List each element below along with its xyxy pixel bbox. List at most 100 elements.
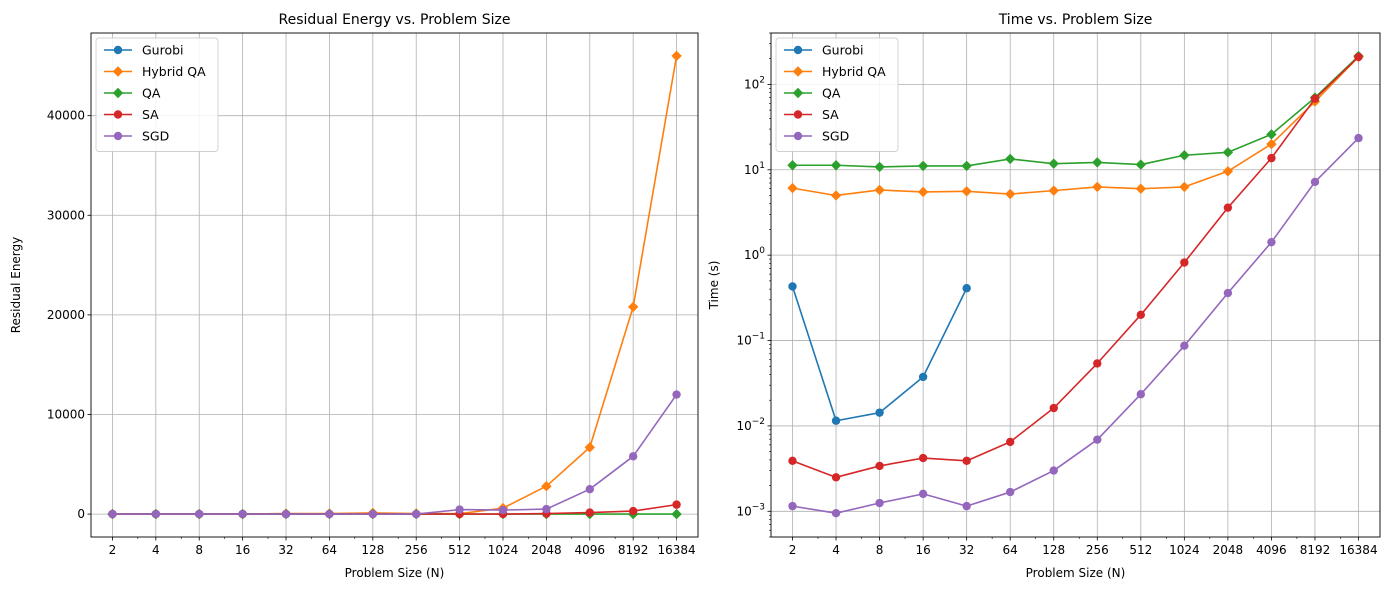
x-tick-label: 1024 (488, 543, 519, 557)
data-point-sgd (151, 509, 161, 519)
data-point-qa (671, 508, 682, 520)
data-point-sa (918, 453, 928, 463)
legend-marker (112, 87, 124, 99)
legend-label: SGD (822, 129, 849, 144)
y-tick-label: 10−3 (736, 502, 765, 518)
x-tick-label: 256 (1086, 543, 1109, 557)
data-point-qa (1222, 147, 1234, 158)
x-tick-label: 64 (322, 543, 337, 557)
data-point-hybrid-qa (627, 301, 639, 313)
legend-item-hybrid-qa: Hybrid QA (104, 64, 206, 79)
data-point-sa (875, 461, 884, 471)
legend-item-sa: SA (784, 107, 839, 122)
data-point-sa (1354, 52, 1363, 62)
data-point-sgd (1136, 390, 1146, 399)
y-tick-label: 10−2 (736, 417, 765, 433)
data-point-sgd (281, 509, 291, 519)
legend-item-gurobi: Gurobi (784, 43, 864, 58)
legend-item-qa: QA (104, 86, 161, 101)
legend-label: Gurobi (822, 43, 864, 58)
y-axis-label: Time (s) (707, 261, 721, 311)
series-layer (787, 50, 1364, 518)
data-point-sgd (875, 498, 884, 508)
legend: Gurobi Hybrid QA QA SA SGD (95, 37, 219, 152)
series-sgd (108, 390, 681, 519)
data-point-sgd (1223, 288, 1233, 298)
x-tick-label: 512 (1129, 543, 1152, 557)
legend-item-gurobi: Gurobi (104, 43, 184, 58)
y-tick-label-base: 10 (736, 419, 751, 433)
data-point-sgd (542, 504, 551, 514)
series-sa (788, 52, 1363, 482)
y-tick-label-exponent: −1 (752, 332, 765, 342)
y-axis-ticks: 0 10000 20000 30000 40000 (47, 109, 91, 521)
data-point-hybrid-qa (787, 182, 798, 194)
data-point-sgd (585, 484, 594, 494)
y-tick-label-base: 10 (736, 504, 751, 518)
series-line-hybrid-qa (792, 56, 1360, 197)
y-tick-label-base: 10 (744, 248, 759, 262)
legend-label: QA (822, 86, 841, 101)
y-tick-label-exponent: 2 (759, 75, 765, 85)
series-gurobi (788, 282, 971, 425)
data-point-sgd (412, 509, 421, 519)
data-point-hybrid-qa (541, 481, 552, 492)
data-point-sgd (1049, 466, 1058, 475)
x-tick-label: 256 (405, 543, 428, 557)
y-tick-label: 40000 (47, 109, 85, 123)
data-point-gurobi (962, 284, 971, 293)
legend-marker (792, 87, 804, 99)
data-point-qa (1048, 158, 1059, 169)
data-point-sa (1006, 437, 1015, 447)
data-point-sgd (455, 505, 464, 514)
legend-label: SA (822, 107, 839, 122)
data-point-sgd (1310, 177, 1320, 187)
data-point-sa (1049, 403, 1058, 413)
data-point-sgd (1267, 237, 1276, 247)
legend-marker (113, 45, 123, 55)
x-tick-label: 32 (959, 543, 974, 557)
legend-marker (793, 45, 803, 55)
x-tick-label: 16384 (1339, 543, 1377, 557)
legend-marker (112, 66, 124, 77)
legend-box (775, 37, 899, 152)
data-point-qa (1135, 159, 1147, 170)
chart-title: Residual Energy vs. Problem Size (279, 12, 511, 28)
series-line-qa (792, 55, 1360, 168)
legend-item-sgd: SGD (784, 129, 849, 144)
data-point-hybrid-qa (584, 442, 595, 453)
data-point-gurobi (918, 372, 928, 382)
series-line-sgd (112, 394, 678, 515)
data-point-sgd (1093, 435, 1102, 444)
legend-marker (792, 66, 804, 77)
x-tick-label: 16 (915, 543, 930, 557)
data-point-sa (585, 508, 594, 517)
series-line-sgd (792, 137, 1360, 515)
data-point-sa (962, 456, 971, 466)
y-tick-label-exponent: 1 (759, 161, 765, 171)
data-point-sgd (962, 501, 971, 511)
data-point-sgd (831, 509, 841, 518)
data-point-hybrid-qa (1222, 166, 1234, 177)
x-tick-label: 4 (152, 543, 160, 557)
data-point-qa (1092, 157, 1103, 168)
legend-item-sgd: SGD (104, 129, 169, 144)
data-point-qa (1266, 129, 1277, 140)
data-point-sgd (1354, 133, 1363, 143)
legend-label: SA (142, 107, 159, 122)
data-point-sa (672, 500, 681, 509)
x-tick-label: 128 (361, 543, 384, 557)
legend-item-sa: SA (104, 107, 159, 122)
data-point-sgd (1180, 341, 1189, 350)
x-tick-label: 32 (278, 543, 293, 557)
x-tick-label: 16384 (657, 543, 695, 557)
x-tick-label: 4096 (1256, 543, 1287, 557)
legend-marker (113, 131, 123, 141)
series-hybrid-qa (787, 51, 1364, 201)
data-point-qa (787, 160, 798, 171)
plot-frame (770, 32, 1381, 538)
data-point-gurobi (875, 408, 884, 417)
data-point-hybrid-qa (671, 50, 682, 62)
y-tick-label-exponent: −3 (752, 502, 765, 512)
legend-item-qa: QA (784, 86, 841, 101)
